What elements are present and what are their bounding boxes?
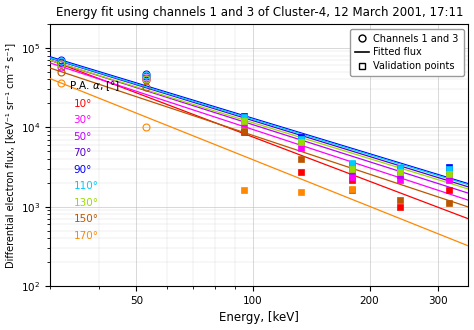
Text: 50°: 50° — [73, 132, 91, 142]
Text: 150°: 150° — [73, 214, 98, 224]
Y-axis label: Differential electron flux, [keV⁻¹ sr⁻¹ cm⁻² s⁻¹]: Differential electron flux, [keV⁻¹ sr⁻¹ … — [6, 43, 16, 268]
Text: 170°: 170° — [73, 231, 98, 241]
X-axis label: Energy, [keV]: Energy, [keV] — [219, 312, 299, 324]
Text: 130°: 130° — [73, 198, 98, 208]
Text: 90°: 90° — [73, 165, 91, 175]
Text: 30°: 30° — [73, 115, 91, 125]
Text: 70°: 70° — [73, 148, 91, 158]
Text: P.A. $\alpha$, [°]: P.A. $\alpha$, [°] — [69, 80, 120, 93]
Text: 10°: 10° — [73, 99, 91, 109]
Text: 110°: 110° — [73, 181, 98, 191]
Title: Energy fit using channels 1 and 3 of Cluster-4, 12 March 2001, 17:11: Energy fit using channels 1 and 3 of Clu… — [55, 6, 463, 18]
Legend: Channels 1 and 3, Fitted flux, Validation points: Channels 1 and 3, Fitted flux, Validatio… — [350, 29, 464, 76]
